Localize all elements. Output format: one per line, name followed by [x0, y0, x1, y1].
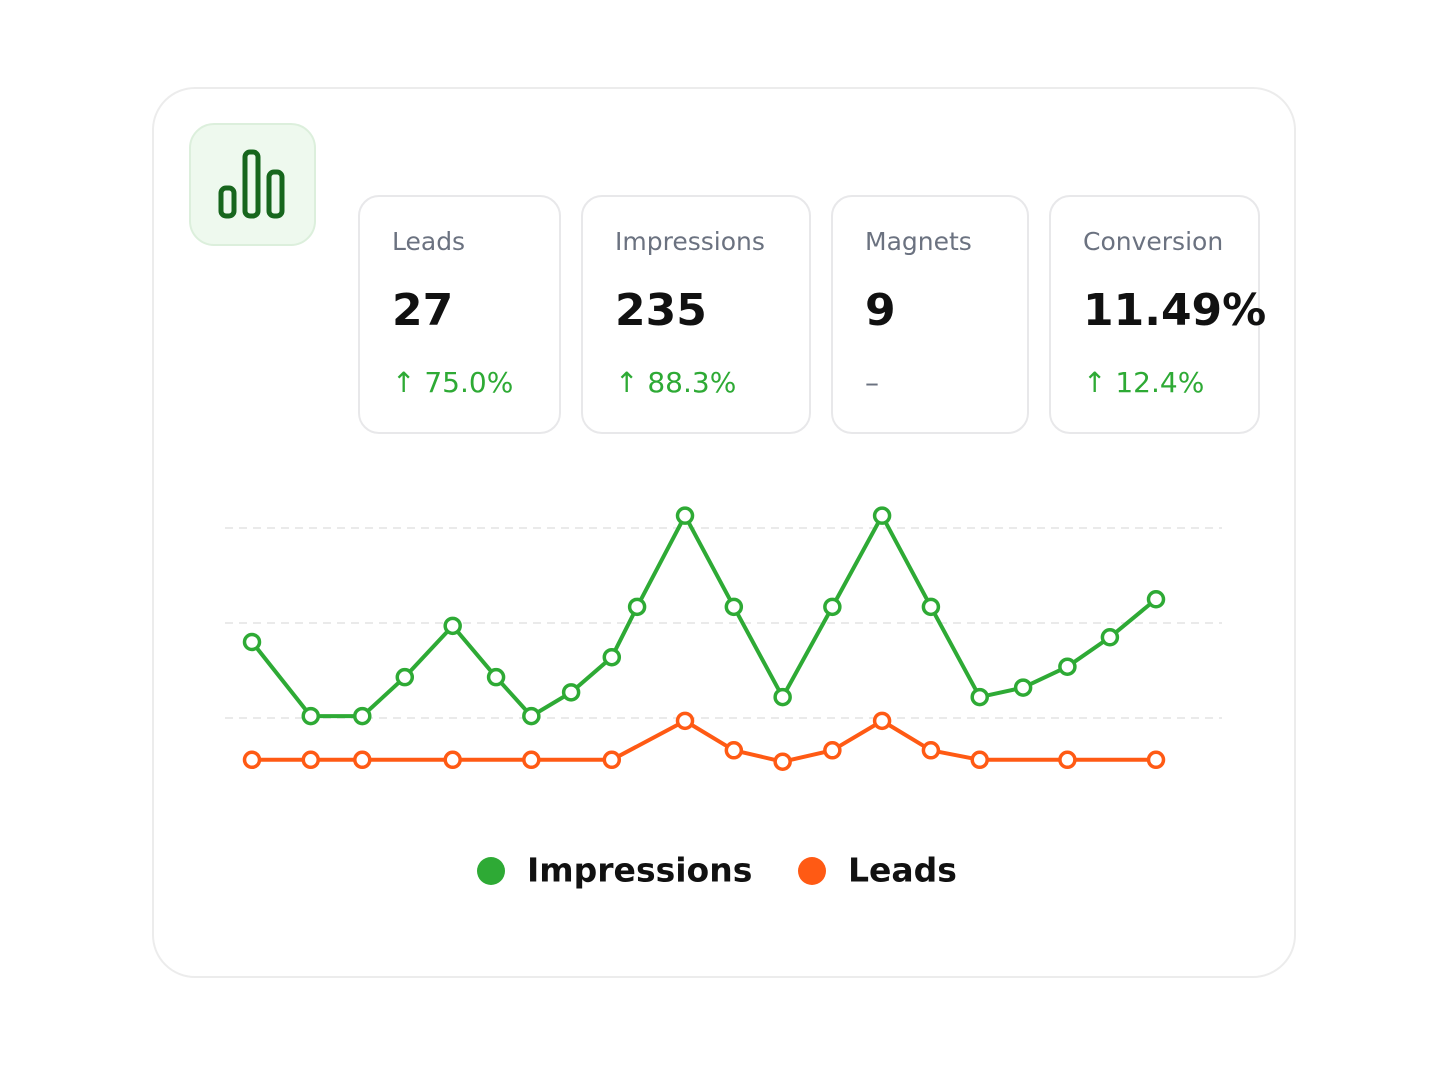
point — [921, 597, 941, 617]
point — [627, 597, 647, 617]
point — [561, 683, 581, 702]
point — [242, 632, 262, 652]
point — [522, 706, 541, 726]
point — [443, 616, 462, 636]
stat-change: ↑ 75.0% — [392, 366, 513, 399]
legend-swatch — [477, 857, 505, 885]
stat-change: – — [865, 366, 879, 399]
legend-swatch — [798, 857, 826, 885]
point — [522, 750, 541, 770]
stat-value: 9 — [865, 285, 896, 336]
point — [970, 750, 989, 770]
point — [353, 750, 372, 770]
point — [773, 752, 792, 771]
stat-label: Magnets — [865, 227, 972, 256]
stat-value: 11.49% — [1083, 285, 1266, 336]
point — [724, 597, 744, 617]
point — [724, 741, 744, 760]
point — [1100, 628, 1120, 647]
stat-label: Conversion — [1083, 227, 1223, 256]
stat-card — [358, 195, 561, 434]
stat-card — [1049, 195, 1260, 434]
icon — [189, 123, 316, 246]
point — [301, 750, 321, 770]
point — [602, 750, 622, 770]
point — [602, 647, 622, 667]
point — [443, 750, 462, 770]
legend-label: Leads — [848, 851, 957, 890]
point — [486, 667, 506, 687]
point — [1058, 750, 1077, 770]
point — [353, 706, 372, 726]
point — [242, 750, 262, 770]
point — [1058, 657, 1077, 676]
point — [872, 711, 892, 731]
point — [1146, 590, 1166, 609]
point — [921, 741, 941, 760]
stat-card — [581, 195, 811, 434]
stat-value: 235 — [615, 285, 707, 336]
legend-label: Impressions — [527, 851, 752, 890]
point — [1013, 678, 1033, 697]
point — [773, 687, 792, 707]
point — [970, 687, 989, 707]
stat-label: Leads — [392, 227, 465, 256]
stat-label: Impressions — [615, 227, 765, 256]
point — [823, 597, 842, 617]
point — [1146, 750, 1166, 770]
point — [675, 711, 695, 731]
point — [301, 706, 321, 726]
stat-card — [831, 195, 1029, 434]
stat-change: ↑ 12.4% — [1083, 366, 1204, 399]
point — [823, 741, 842, 760]
point — [675, 506, 695, 525]
stat-value: 27 — [392, 285, 453, 336]
point — [395, 667, 415, 687]
point — [872, 506, 892, 525]
stat-change: ↑ 88.3% — [615, 366, 736, 399]
